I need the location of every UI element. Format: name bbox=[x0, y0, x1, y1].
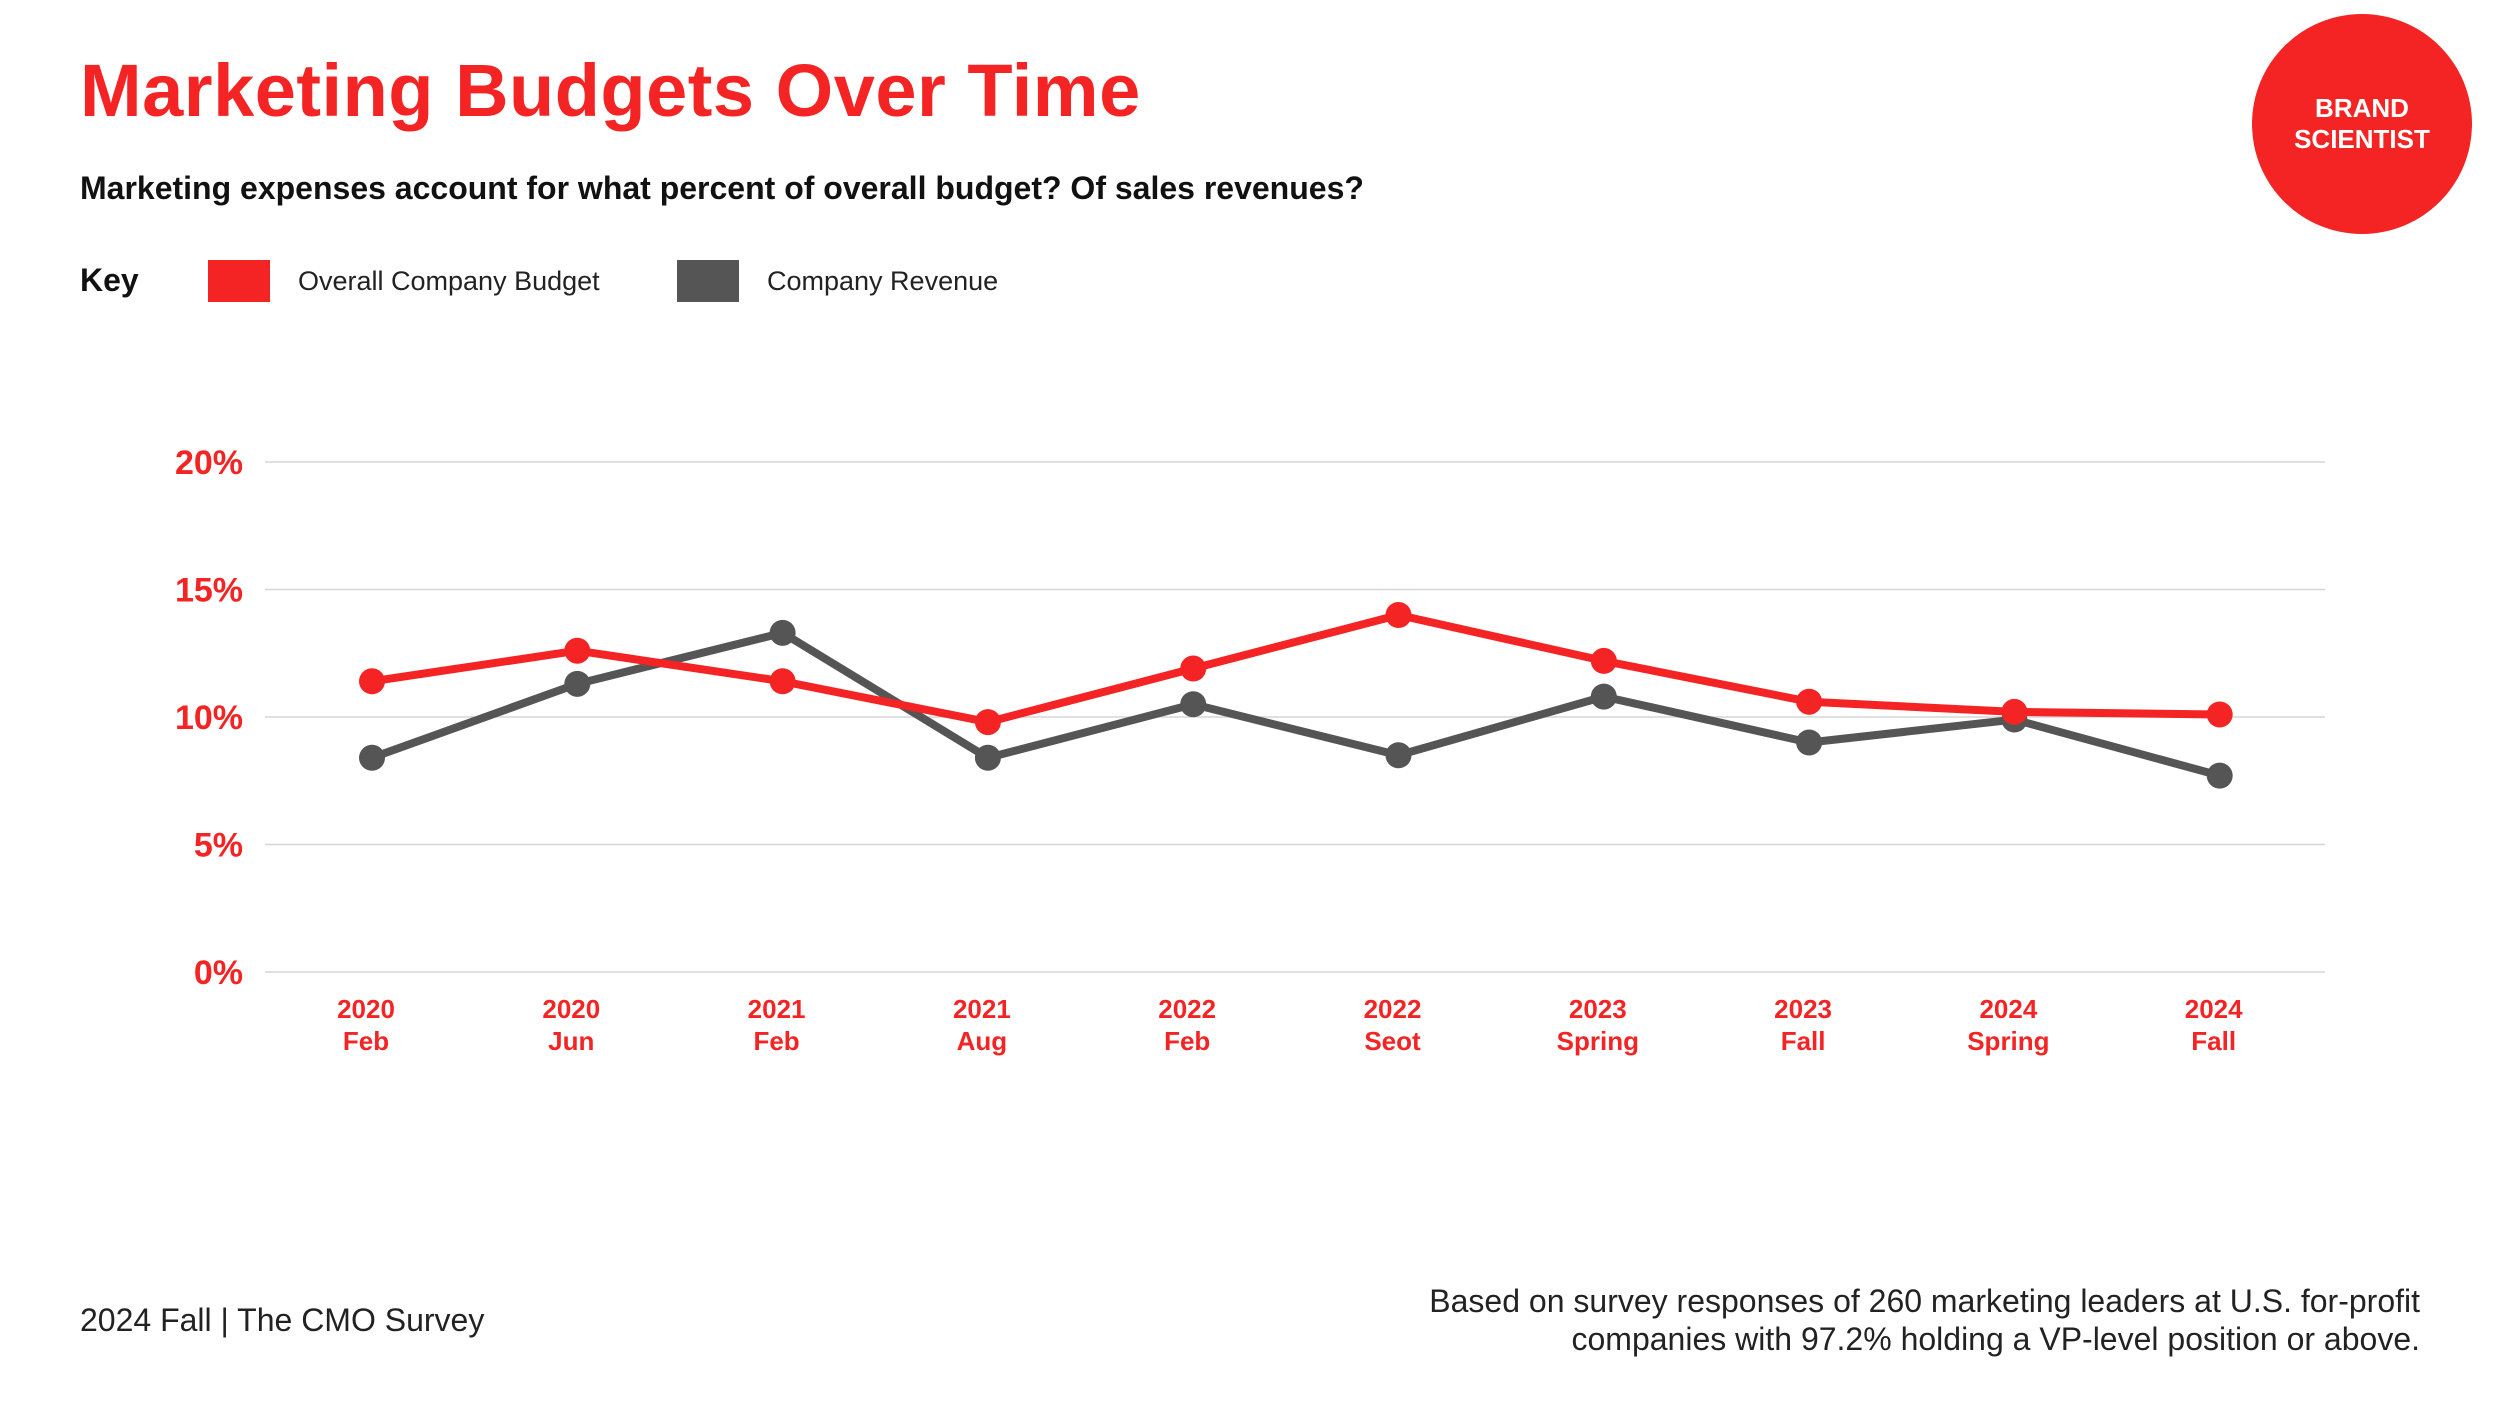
data-point-overall-company-budget bbox=[1180, 655, 1207, 682]
data-point-company-revenue bbox=[769, 619, 796, 646]
y-tick-label: 10% bbox=[175, 699, 243, 737]
x-tick-label: 2024 Fall bbox=[2185, 994, 2243, 1056]
data-point-overall-company-budget bbox=[1385, 602, 1412, 628]
data-point-company-revenue bbox=[564, 670, 591, 697]
data-point-overall-company-budget bbox=[769, 668, 796, 695]
brand-scientist-logo: BRAND SCIENTIST bbox=[2252, 14, 2472, 234]
x-tick-label: 2021 Feb bbox=[748, 994, 806, 1056]
series-line-company-revenue bbox=[368, 628, 2224, 780]
legend-swatch-company-revenue bbox=[677, 260, 739, 302]
x-tick-label: 2022 Seot bbox=[1364, 994, 1422, 1056]
data-point-overall-company-budget bbox=[1796, 688, 1823, 715]
data-point-company-revenue bbox=[2206, 762, 2233, 789]
footer-note-line1: Based on survey responses of 260 marketi… bbox=[1429, 1283, 2420, 1319]
x-tick-label: 2021 Aug bbox=[953, 994, 1011, 1056]
page-subtitle: Marketing expenses account for what perc… bbox=[80, 170, 1364, 206]
x-tick-label: 2024 Spring bbox=[1967, 994, 2049, 1056]
legend-label-overall-company-budget: Overall Company Budget bbox=[298, 266, 600, 296]
y-tick-label: 15% bbox=[175, 572, 243, 610]
data-point-company-revenue bbox=[1180, 691, 1207, 718]
legend-key-label: Key bbox=[80, 262, 139, 298]
logo-text-line1: BRAND bbox=[2315, 93, 2409, 123]
data-point-overall-company-budget bbox=[2206, 701, 2233, 728]
data-point-company-revenue bbox=[974, 744, 1001, 771]
x-tick-label: 2022 Feb bbox=[1158, 994, 1216, 1056]
y-tick-label: 0% bbox=[194, 954, 243, 992]
footer-source: 2024 Fall | The CMO Survey bbox=[80, 1302, 485, 1338]
data-point-overall-company-budget bbox=[974, 709, 1001, 736]
legend-label-company-revenue: Company Revenue bbox=[767, 266, 999, 296]
y-tick-label: 20% bbox=[175, 444, 243, 482]
footer-methodology-note: Based on survey responses of 260 marketi… bbox=[1429, 1282, 2420, 1358]
x-tick-label: 2023 Spring bbox=[1557, 994, 1639, 1056]
data-point-overall-company-budget bbox=[564, 637, 591, 664]
logo-text-line2: SCIENTIST bbox=[2294, 124, 2430, 154]
data-point-overall-company-budget bbox=[2001, 698, 2028, 725]
series-line-overall-company-budget bbox=[368, 611, 2224, 727]
footer-note-line2: companies with 97.2% holding a VP-level … bbox=[1571, 1321, 2421, 1357]
data-point-overall-company-budget bbox=[359, 668, 385, 695]
y-tick-label: 5% bbox=[194, 827, 243, 865]
data-point-company-revenue bbox=[359, 744, 385, 771]
data-point-company-revenue bbox=[1796, 729, 1823, 756]
x-tick-label: 2023 Fall bbox=[1774, 994, 1832, 1056]
legend-swatch-overall-company-budget bbox=[208, 260, 270, 302]
data-point-company-revenue bbox=[1590, 683, 1617, 710]
x-tick-label: 2020 Feb bbox=[337, 994, 395, 1056]
data-point-overall-company-budget bbox=[1590, 647, 1617, 674]
data-point-company-revenue bbox=[1385, 742, 1412, 769]
page-title: Marketing Budgets Over Time bbox=[80, 49, 1141, 132]
x-tick-label: 2020 Jun bbox=[542, 994, 600, 1056]
